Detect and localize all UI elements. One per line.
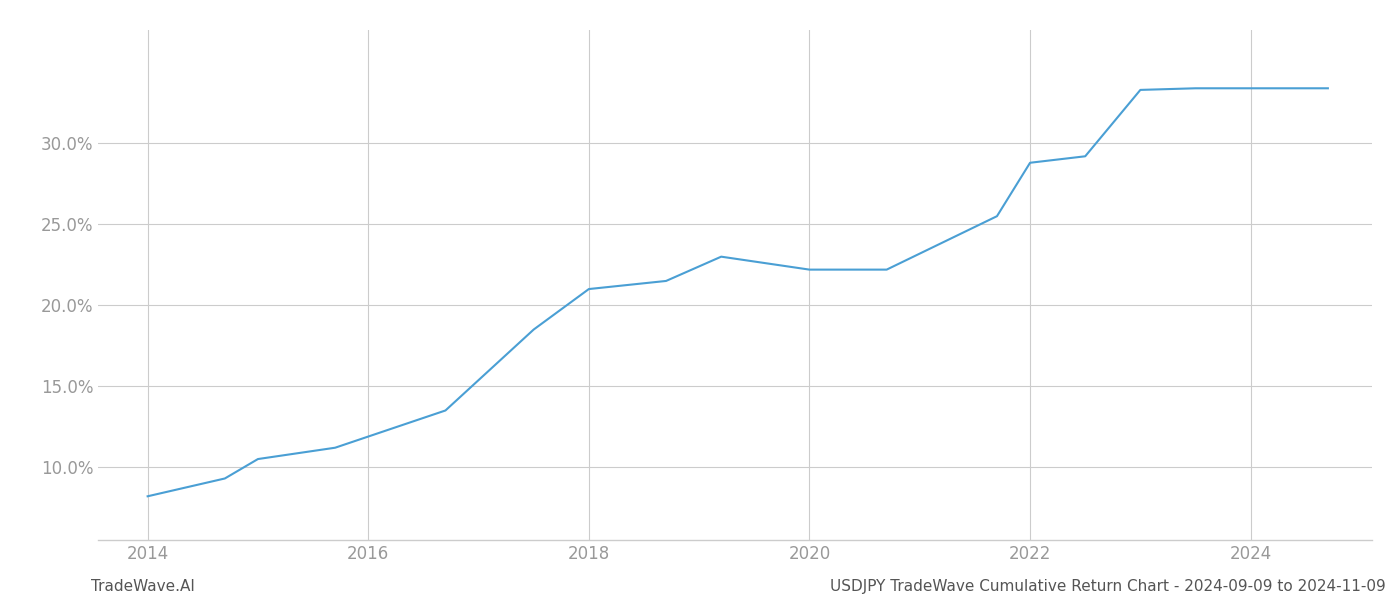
Text: USDJPY TradeWave Cumulative Return Chart - 2024-09-09 to 2024-11-09: USDJPY TradeWave Cumulative Return Chart… (830, 579, 1386, 594)
Text: TradeWave.AI: TradeWave.AI (91, 579, 195, 594)
